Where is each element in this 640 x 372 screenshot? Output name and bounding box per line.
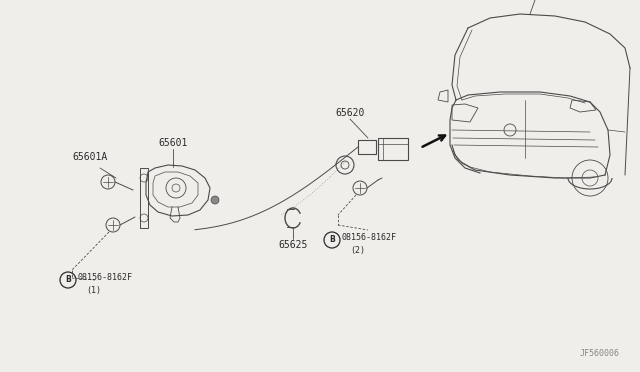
- Text: 65601A: 65601A: [72, 152, 108, 162]
- Circle shape: [211, 196, 219, 204]
- Text: 08156-8162F: 08156-8162F: [77, 273, 132, 282]
- Text: B: B: [329, 235, 335, 244]
- Text: 65601: 65601: [158, 138, 188, 148]
- Text: (2): (2): [350, 246, 365, 254]
- Text: (1): (1): [86, 285, 101, 295]
- Text: 65625: 65625: [278, 240, 308, 250]
- Text: JF560006: JF560006: [580, 349, 620, 358]
- Text: B: B: [65, 276, 71, 285]
- Text: 65620: 65620: [335, 108, 365, 118]
- Text: 08156-8162F: 08156-8162F: [341, 232, 396, 241]
- Bar: [378, 138, 408, 160]
- Bar: [358, 140, 376, 154]
